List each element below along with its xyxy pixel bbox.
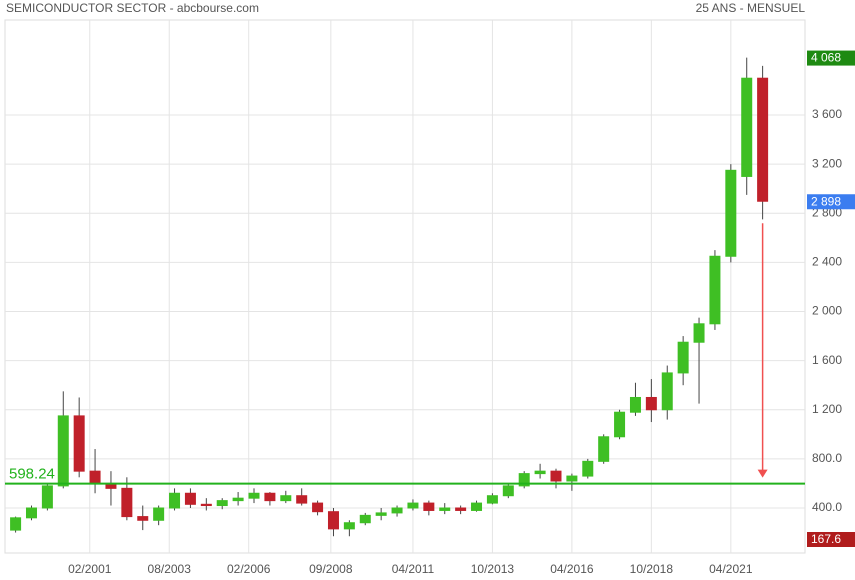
- candle-body: [661, 372, 673, 411]
- plot-area: [4, 19, 806, 554]
- candle-body: [153, 507, 165, 521]
- candle-body: [280, 495, 292, 502]
- y-tick-label: 800.0: [812, 451, 842, 465]
- x-tick-label: 04/2016: [550, 562, 594, 576]
- candle-body: [200, 503, 212, 507]
- arrow-head: [757, 469, 768, 478]
- y-tick-label: 3 600: [812, 107, 842, 121]
- price-marker: [807, 194, 855, 210]
- chart-subtitle: 25 ANS - MENSUEL: [696, 1, 806, 15]
- x-tick-label: 10/2018: [630, 562, 674, 576]
- candle-body: [598, 436, 610, 462]
- candle-body: [137, 516, 149, 521]
- price-marker-label: 2 898: [811, 194, 841, 208]
- candle-body: [439, 507, 451, 511]
- candle-body: [455, 507, 467, 511]
- candle-body: [645, 396, 657, 411]
- y-tick-label: 2 400: [812, 255, 842, 269]
- candle-body: [232, 497, 244, 502]
- x-tick-label: 04/2011: [392, 562, 435, 576]
- candle-body: [534, 470, 546, 475]
- x-tick-label: 10/2013: [471, 562, 515, 576]
- candle-body: [10, 517, 22, 531]
- candle-body: [359, 514, 371, 524]
- candle-body: [375, 512, 387, 516]
- x-tick-label: 02/2006: [227, 562, 271, 576]
- candle-body: [486, 495, 498, 504]
- candle-body: [41, 485, 53, 509]
- candle-body: [725, 169, 737, 257]
- candle-body: [25, 507, 37, 519]
- y-tick-label: 1 200: [812, 402, 842, 416]
- candle-body: [216, 500, 228, 507]
- y-tick-label: 2 000: [812, 304, 842, 318]
- candle-body: [312, 502, 324, 513]
- candle-body: [550, 470, 562, 482]
- candle-body: [184, 492, 196, 505]
- candle-body: [327, 511, 339, 530]
- candle-body: [518, 473, 530, 487]
- candle-body: [677, 341, 689, 374]
- candle-body: [407, 502, 419, 509]
- x-tick-label: 08/2003: [148, 562, 192, 576]
- support-label: 598.24: [9, 466, 55, 483]
- candle-body: [614, 411, 626, 438]
- candle-body: [391, 507, 403, 514]
- price-marker-label: 4 068: [811, 51, 841, 65]
- x-tick-label: 02/2001: [68, 562, 112, 576]
- candle-body: [582, 460, 594, 477]
- candle-body: [169, 492, 181, 509]
- candle-body: [343, 522, 355, 530]
- candle-body: [121, 487, 133, 518]
- candle-body: [566, 475, 578, 482]
- candle-body: [57, 415, 69, 487]
- candle-body: [741, 77, 753, 177]
- candle-body: [296, 495, 308, 504]
- candle-body: [471, 502, 483, 511]
- candle-body: [73, 415, 85, 472]
- y-tick-label: 1 600: [812, 353, 842, 367]
- candle-body: [502, 485, 514, 497]
- candle-body: [629, 396, 641, 413]
- y-tick-label: 3 200: [812, 156, 842, 170]
- price-marker: [807, 50, 855, 66]
- x-tick-label: 04/2021: [709, 562, 753, 576]
- candle-body: [423, 502, 435, 511]
- candle-body: [709, 255, 721, 325]
- candle-body: [248, 492, 260, 499]
- candle-body: [693, 323, 705, 343]
- price-marker-label: 167.6: [811, 532, 841, 546]
- y-tick-label: 400.0: [812, 500, 842, 514]
- candle-body: [89, 470, 101, 484]
- candle-body: [757, 77, 769, 202]
- price-marker: [807, 532, 855, 547]
- x-tick-label: 09/2008: [309, 562, 353, 576]
- candle-body: [264, 492, 276, 502]
- chart-title: SEMICONDUCTOR SECTOR - abcbourse.com: [6, 1, 259, 15]
